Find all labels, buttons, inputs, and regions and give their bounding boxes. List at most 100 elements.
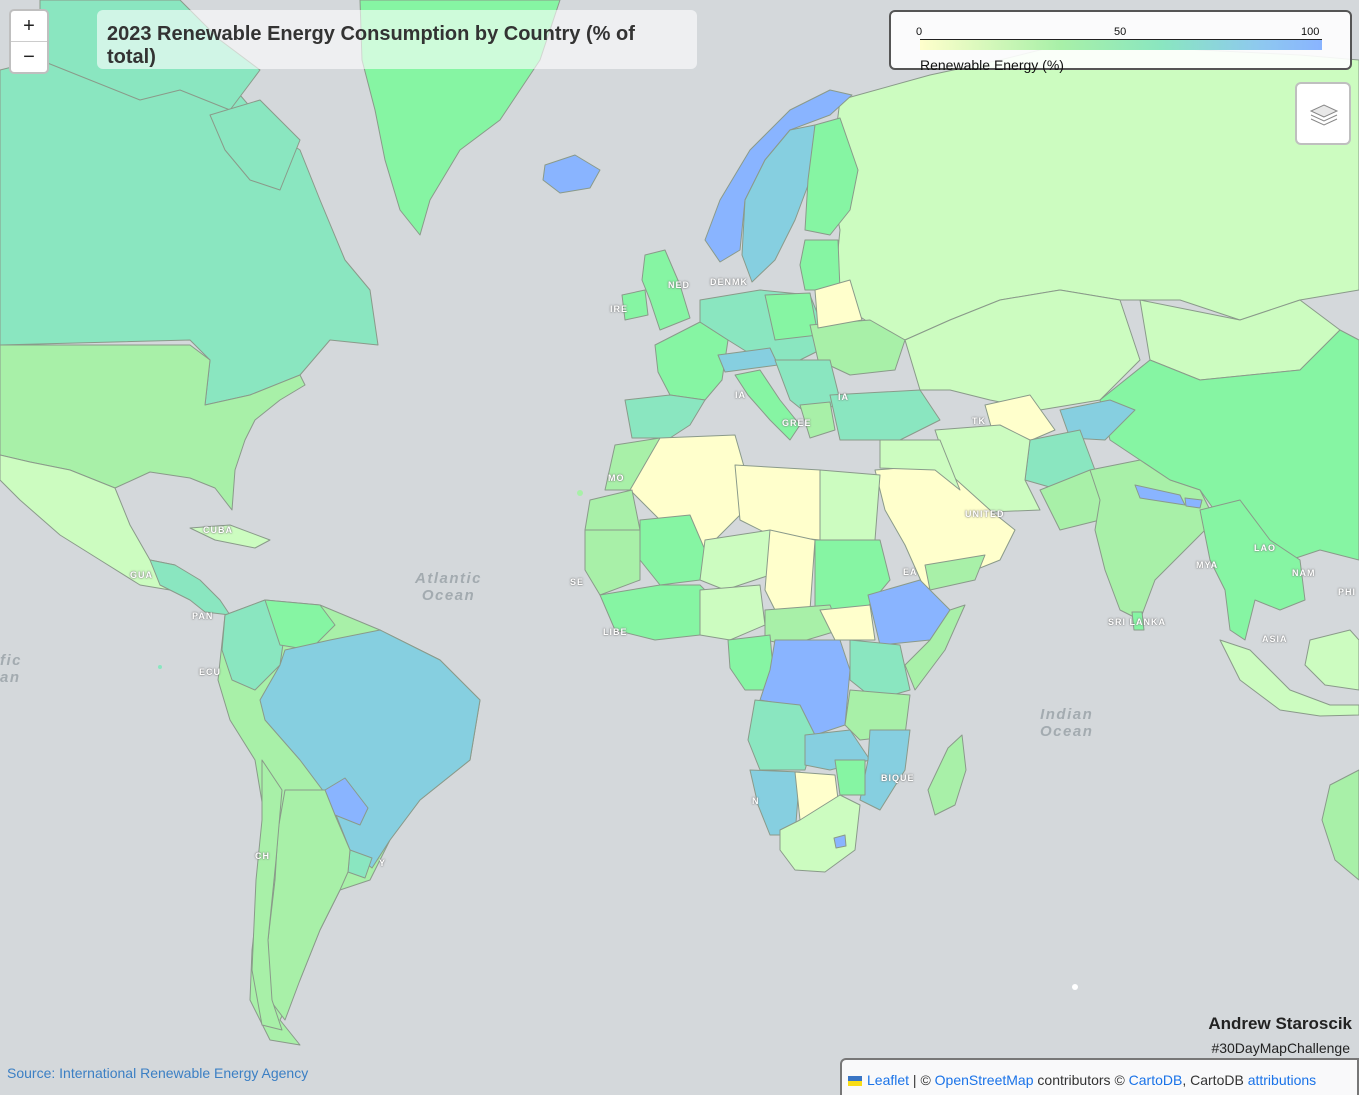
cameroon-gabon[interactable] [727, 634, 776, 691]
place-label-united: UNITED [965, 509, 1005, 519]
place-label-sri-lanka: SRI LANKA [1108, 617, 1166, 627]
place-label-phi: PHI [1338, 587, 1357, 597]
legend-color-ramp [920, 40, 1322, 50]
turkey[interactable] [829, 389, 941, 441]
ocean-label-indian: Indian Ocean [1040, 706, 1094, 740]
legend-tick-100: 100 [1301, 26, 1320, 38]
central-asia[interactable] [904, 289, 1141, 411]
madagascar[interactable] [927, 734, 967, 816]
zoom-control: + − [9, 9, 49, 74]
zimbabwe[interactable] [834, 759, 866, 796]
yemen[interactable] [924, 554, 986, 591]
ukraine-flag-icon [848, 1076, 862, 1086]
russia[interactable] [829, 39, 1359, 341]
place-label-ned: NED [668, 280, 691, 290]
niger[interactable] [699, 529, 771, 591]
author-credit: Andrew Staroscik [1208, 1014, 1352, 1033]
place-label-denmk: DENMK [710, 277, 748, 287]
attribution-bar: Leaflet | © OpenStreetMap contributors ©… [840, 1058, 1359, 1095]
sri-lanka[interactable] [1131, 611, 1145, 631]
greece[interactable] [799, 401, 836, 439]
bhutan[interactable] [1184, 497, 1203, 509]
southeast-asia[interactable] [1199, 499, 1306, 641]
place-label-ire: IRE [610, 304, 629, 314]
place-label-mya: MYA [1196, 560, 1219, 570]
leaflet-link[interactable]: Leaflet [867, 1072, 910, 1088]
layers-icon [1309, 104, 1339, 126]
egypt[interactable] [819, 469, 881, 541]
ocean-label-pacific: fic an [0, 652, 23, 686]
india[interactable] [1089, 459, 1216, 621]
nepal[interactable] [1134, 484, 1186, 506]
legend-tick-50: 50 [1114, 26, 1127, 38]
italy[interactable] [734, 369, 801, 441]
source-link[interactable]: Source: International Renewable Energy A… [7, 1065, 309, 1081]
norway[interactable] [704, 89, 853, 263]
south-africa[interactable] [779, 794, 861, 873]
legend: 0 50 100 Renewable Energy (%) [889, 10, 1352, 73]
legend-caption: Renewable Energy (%) [920, 57, 1064, 73]
place-label-bique: BIQUE [881, 773, 915, 783]
zoom-out-button[interactable]: − [23, 46, 35, 68]
indonesia-west[interactable] [1219, 639, 1359, 717]
finland[interactable] [804, 117, 859, 236]
central-african-rep[interactable] [764, 604, 841, 646]
place-label-ia2: IA [838, 392, 849, 402]
zoom-in-button[interactable]: + [11, 11, 47, 42]
place-label-greece: GREE [782, 418, 812, 428]
algeria[interactable] [629, 434, 746, 551]
iceland[interactable] [542, 154, 601, 194]
place-label-cuba: CUBA [203, 525, 233, 535]
place-label-gua: GUA [130, 570, 153, 580]
poland[interactable] [764, 292, 819, 341]
hashtag-credit: #30DayMapChallenge [1211, 1040, 1350, 1056]
sweden[interactable] [741, 124, 816, 283]
nigeria[interactable] [699, 584, 766, 641]
place-label-asia: ASIA [1262, 634, 1288, 644]
belarus[interactable] [814, 279, 863, 329]
united-kingdom[interactable] [641, 249, 691, 331]
attribution-comma: , CartoDB [1182, 1072, 1248, 1088]
somalia[interactable] [904, 604, 966, 691]
brazil[interactable] [259, 629, 481, 869]
borneo[interactable] [1304, 629, 1359, 691]
attribution-contrib: contributors © [1033, 1072, 1129, 1088]
iberia[interactable] [624, 394, 706, 439]
place-label-ch: CH [255, 851, 270, 861]
place-label-ecu: ECU [199, 667, 222, 677]
attributions-link[interactable]: attributions [1247, 1072, 1317, 1088]
argentina[interactable] [267, 789, 351, 1021]
australia-edge[interactable] [1321, 769, 1359, 881]
map-title: 2023 Renewable Energy Consumption by Cou… [97, 10, 697, 69]
south-sudan[interactable] [819, 604, 876, 641]
place-label-mo: MO [608, 473, 625, 483]
place-label-nam: NAM [1292, 568, 1316, 578]
place-label-ia1: IA [735, 390, 746, 400]
baltic-states[interactable] [799, 239, 841, 291]
venezuela[interactable] [264, 599, 336, 651]
mauritania-senegal[interactable] [584, 529, 641, 596]
ireland[interactable] [621, 289, 649, 321]
ocean-label-atlantic: Atlantic Ocean [415, 570, 483, 604]
kerguelen [1072, 984, 1078, 990]
cuba[interactable] [189, 524, 271, 549]
baffin-island[interactable] [209, 99, 301, 191]
place-label-lao: LAO [1254, 543, 1276, 553]
galapagos [158, 665, 162, 669]
mozambique[interactable] [859, 729, 911, 811]
place-label-se: SE [570, 577, 585, 587]
chile[interactable] [251, 759, 283, 1031]
levant-iraq[interactable] [879, 439, 961, 491]
place-label-pan: PAN [192, 611, 214, 621]
layers-control[interactable] [1295, 82, 1351, 145]
canary-islands [577, 490, 583, 496]
attribution-sep: | © [909, 1072, 935, 1088]
angola[interactable] [747, 699, 816, 771]
place-label-n: N [752, 796, 760, 806]
osm-link[interactable]: OpenStreetMap [934, 1072, 1034, 1088]
place-label-tk: TK [972, 416, 986, 426]
cartodb-link[interactable]: CartoDB [1128, 1072, 1183, 1088]
lesotho[interactable] [833, 834, 847, 849]
